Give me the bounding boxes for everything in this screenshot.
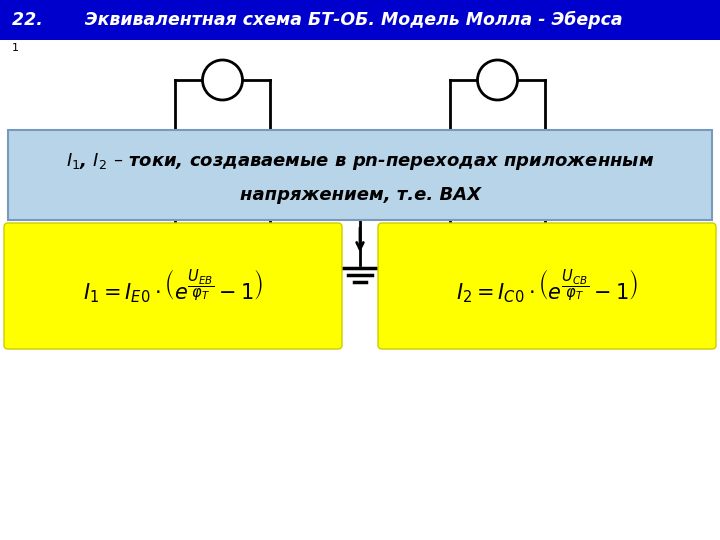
FancyBboxPatch shape (4, 223, 342, 349)
Text: 1: 1 (12, 43, 19, 53)
Circle shape (538, 253, 552, 267)
Text: напряжением, т.е. ВАХ: напряжением, т.е. ВАХ (240, 186, 480, 204)
Circle shape (477, 60, 518, 100)
Circle shape (263, 253, 277, 267)
Bar (8, 130, 712, 220)
Bar (0, 0, 720, 40)
Circle shape (354, 164, 366, 176)
Circle shape (168, 253, 182, 267)
Circle shape (202, 60, 243, 100)
Text: $I_1 = I_{E0} \cdot \left( e^{\dfrac{U_{EB}}{\varphi_T}} - 1 \right)$: $I_1 = I_{E0} \cdot \left( e^{\dfrac{U_{… (83, 267, 263, 305)
Circle shape (264, 164, 276, 176)
Circle shape (169, 164, 181, 176)
Text: $I_2 = I_{C0} \cdot \left( e^{\dfrac{U_{CB}}{\varphi_T}} - 1 \right)$: $I_2 = I_{C0} \cdot \left( e^{\dfrac{U_{… (456, 267, 638, 305)
FancyBboxPatch shape (378, 223, 716, 349)
Text: 22.       Эквивалентная схема БТ-ОБ. Модель Молла - Эберса: 22. Эквивалентная схема БТ-ОБ. Модель Мо… (12, 11, 623, 29)
Text: $I_1$, $I_2$ – токи, создаваемые в pn-переходах приложенным: $I_1$, $I_2$ – токи, создаваемые в pn-пе… (66, 151, 654, 172)
Circle shape (443, 253, 457, 267)
Circle shape (444, 164, 456, 176)
Circle shape (539, 164, 551, 176)
